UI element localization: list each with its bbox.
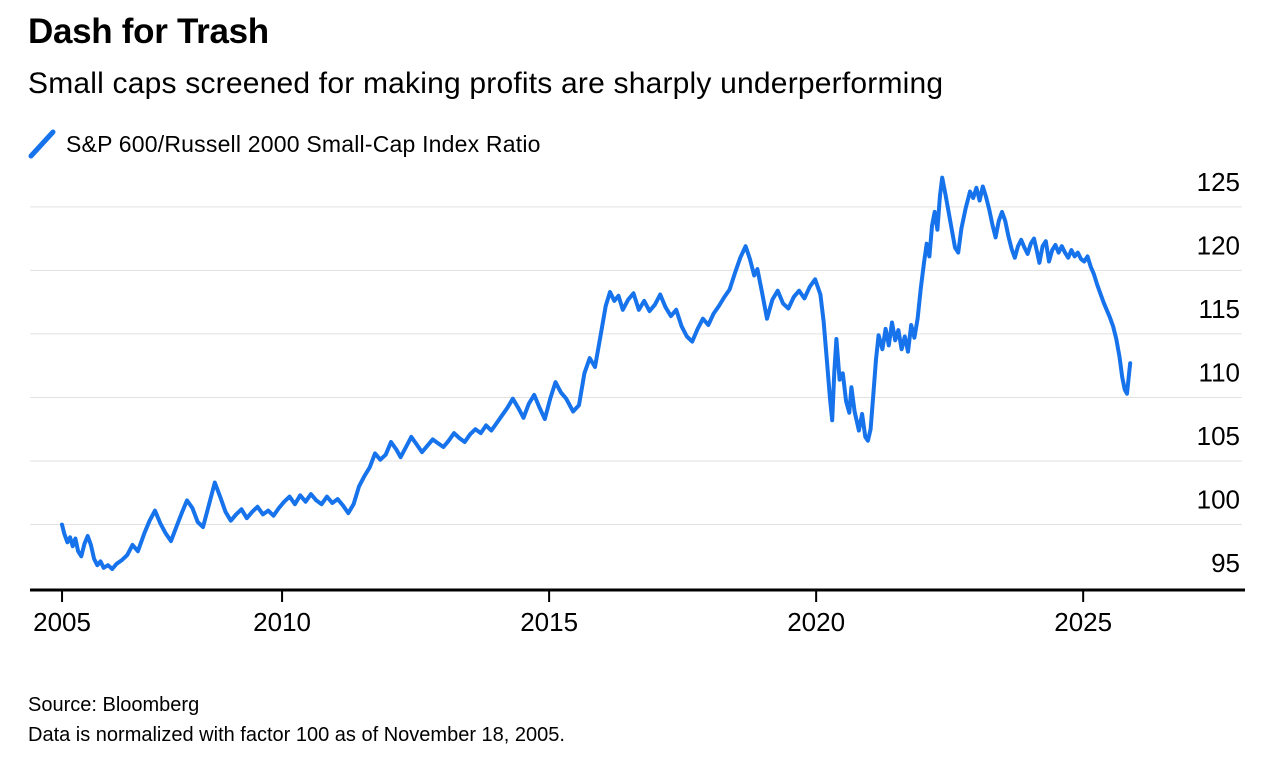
chart-subtitle: Small caps screened for making profits a…	[28, 67, 944, 100]
y-axis-label: 100	[1197, 485, 1240, 515]
x-axis-label: 2005	[33, 607, 91, 637]
y-axis-label: 115	[1199, 294, 1240, 324]
source-text: Source: Bloomberg	[28, 694, 200, 716]
footer: Source: Bloomberg Data is normalized wit…	[28, 690, 565, 750]
y-axis-label: 105	[1197, 421, 1240, 451]
note-text: Data is normalized with factor 100 as of…	[28, 724, 565, 746]
series-line	[60, 175, 1133, 571]
legend-label: S&P 600/Russell 2000 Small-Cap Index Rat…	[66, 130, 541, 157]
chart-title: Dash for Trash	[28, 12, 269, 51]
legend: S&P 600/Russell 2000 Small-Cap Index Rat…	[28, 126, 541, 162]
x-axis-label: 2025	[1054, 607, 1112, 637]
x-axis-label: 2020	[787, 607, 845, 637]
y-axis-label: 120	[1197, 230, 1240, 260]
y-axis-label: 110	[1199, 357, 1240, 387]
x-axis-label: 2010	[253, 607, 311, 637]
y-axis-label: 95	[1211, 548, 1240, 578]
y-axis-label: 125	[1197, 167, 1240, 197]
x-axis-label: 2015	[520, 607, 578, 637]
legend-slash-icon	[28, 129, 56, 159]
